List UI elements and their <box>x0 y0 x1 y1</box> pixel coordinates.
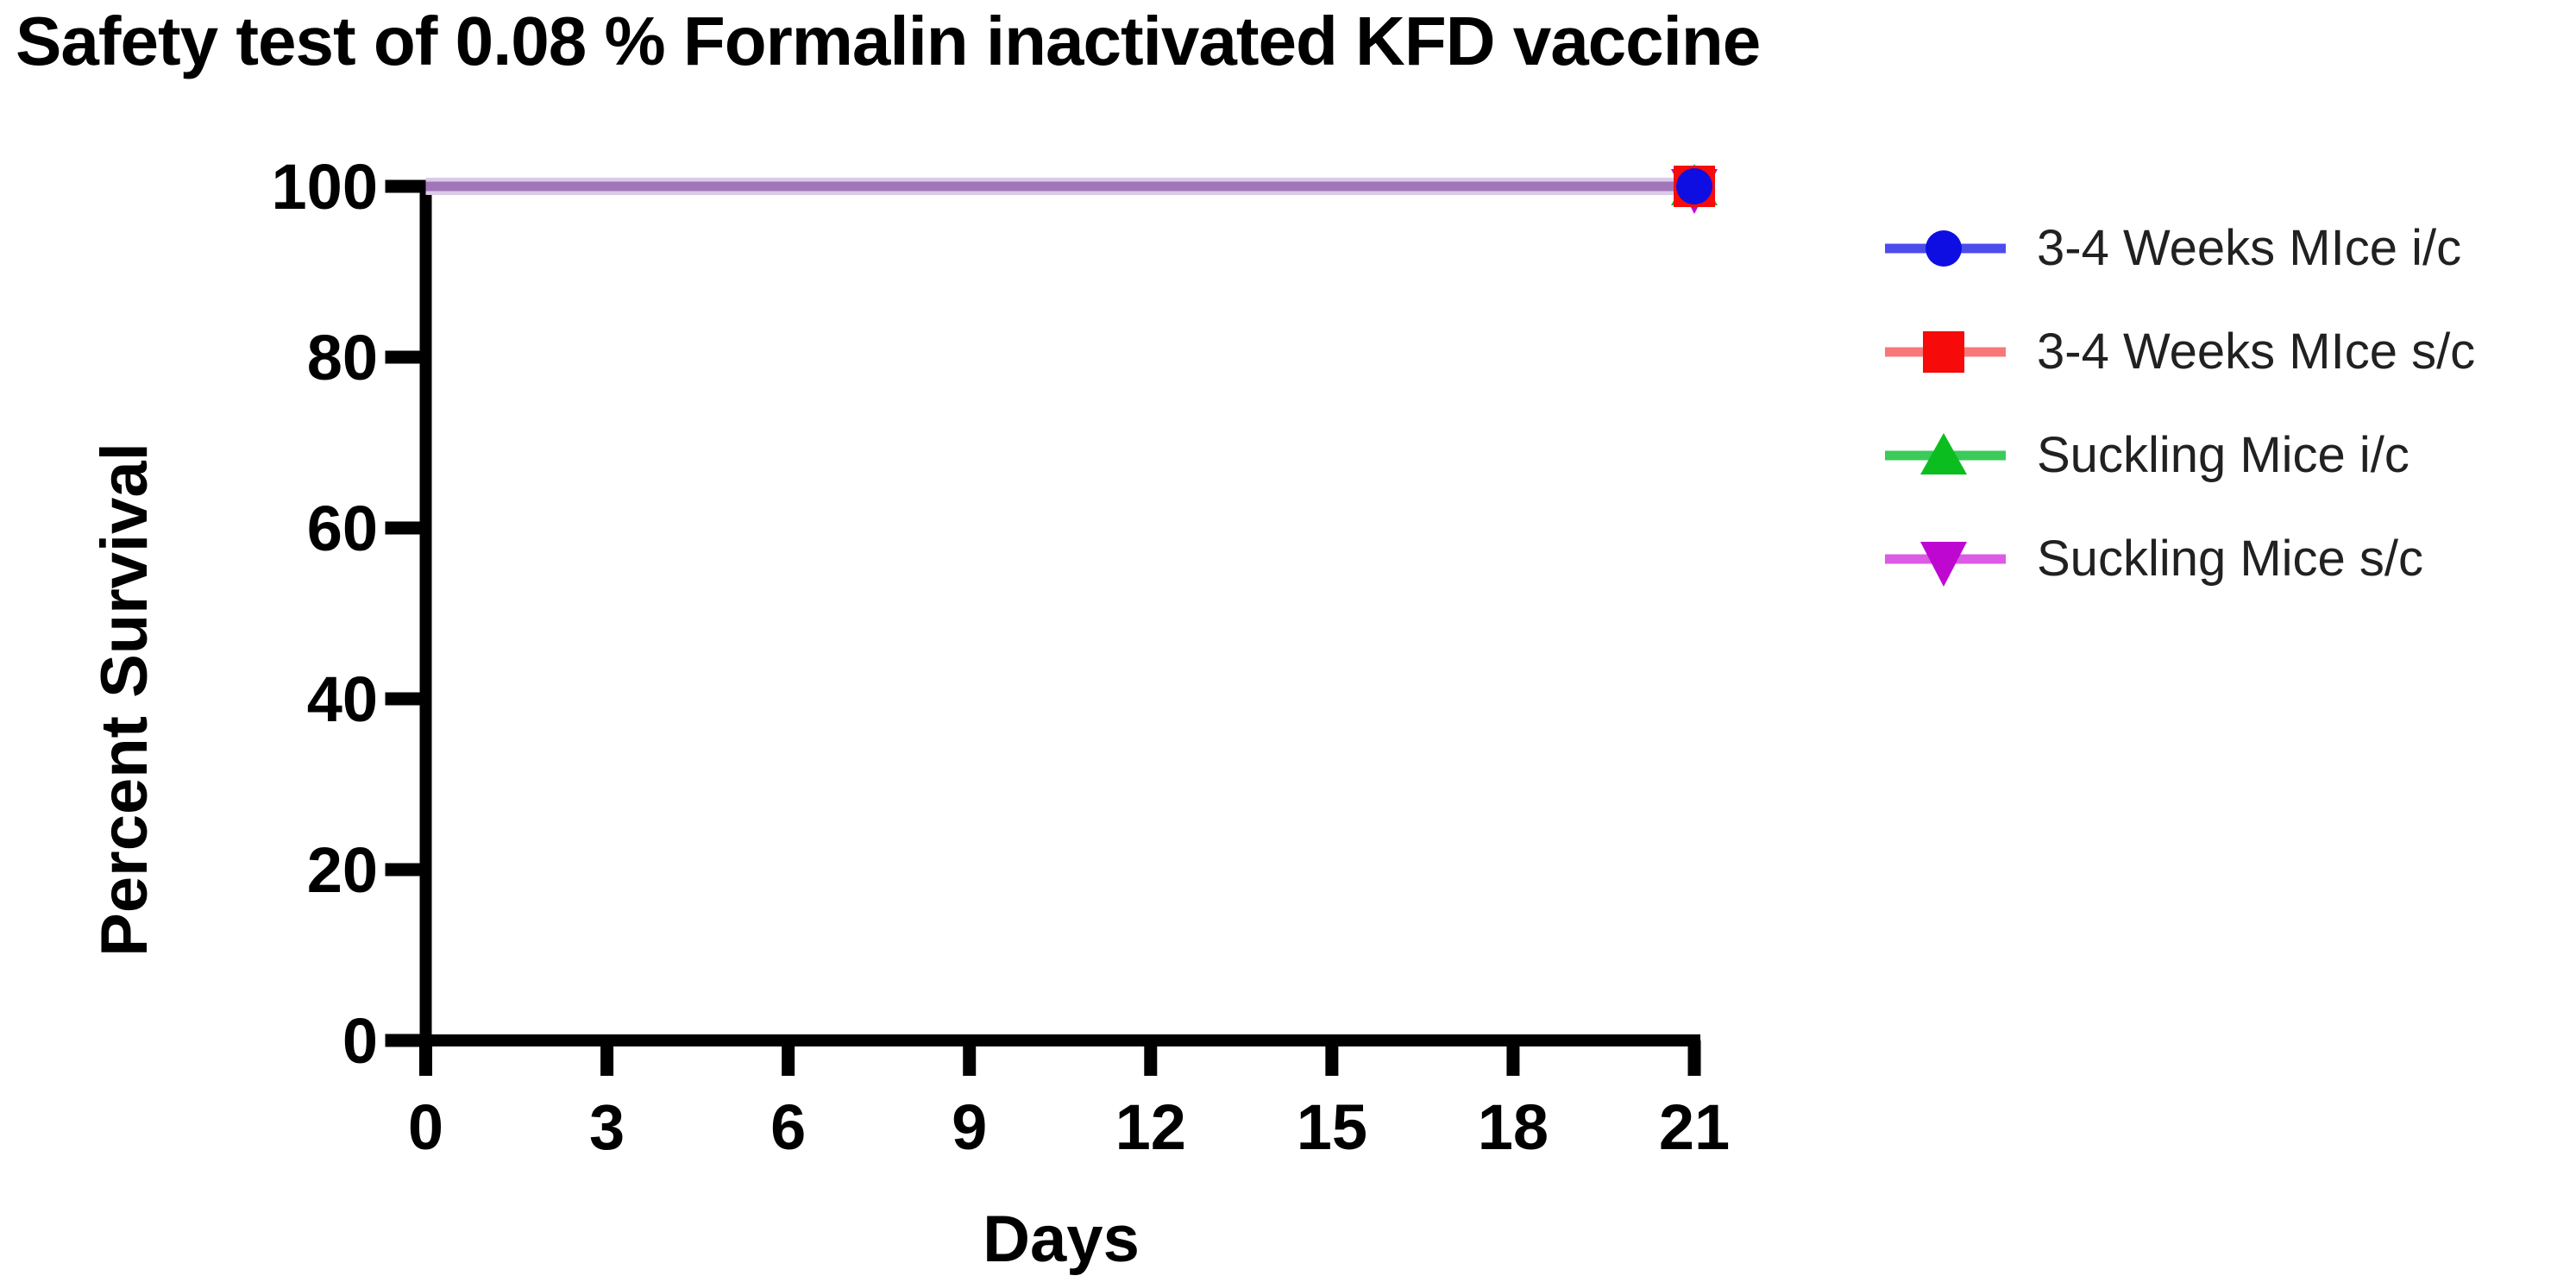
y-tick-label: 100 <box>272 151 378 223</box>
x-axis-title: Days <box>983 1203 1140 1276</box>
endpoint-marker-circle <box>1676 168 1712 204</box>
circle-legend-marker-icon <box>1885 230 2006 267</box>
x-tick-label: 6 <box>770 1091 806 1163</box>
legend-label: Suckling Mice i/c <box>2037 427 2410 483</box>
x-tick-label: 3 <box>589 1091 625 1163</box>
triangle-down-legend-marker-icon <box>1885 542 2006 587</box>
legend-label: 3-4 Weeks MIce i/c <box>2037 220 2462 276</box>
legend-marker <box>1926 230 1962 267</box>
legend-marker <box>1923 331 1964 373</box>
legend-marker <box>1920 542 1967 587</box>
x-tick-label: 21 <box>1659 1091 1730 1163</box>
chart-title: Safety test of 0.08 % Formalin inactivat… <box>16 3 1761 79</box>
legend-marker <box>1920 433 1967 474</box>
y-tick-label: 20 <box>307 834 378 906</box>
triangle-up-legend-marker-icon <box>1885 433 2006 474</box>
x-tick-label: 9 <box>952 1091 987 1163</box>
y-tick-label: 40 <box>307 663 378 735</box>
x-tick-label: 0 <box>408 1091 443 1163</box>
legend-item: Suckling Mice i/c <box>1883 428 2475 483</box>
legend-label: Suckling Mice s/c <box>2037 531 2424 587</box>
x-tick-label: 12 <box>1115 1091 1186 1163</box>
y-tick-label: 0 <box>342 1005 378 1077</box>
y-axis-title: Percent Survival <box>88 443 161 957</box>
legend-item: 3-4 Weeks MIce s/c <box>1883 324 2475 380</box>
y-tick-label: 60 <box>307 493 378 564</box>
square-legend-marker-icon <box>1885 331 2006 373</box>
legend: 3-4 Weeks MIce i/c 3-4 Weeks MIce s/c Suck… <box>1883 221 2475 635</box>
legend-label: 3-4 Weeks MIce s/c <box>2037 324 2476 380</box>
x-tick-label: 18 <box>1478 1091 1549 1163</box>
legend-item: Suckling Mice s/c <box>1883 531 2475 587</box>
x-tick-label: 15 <box>1297 1091 1367 1163</box>
y-tick-label: 80 <box>307 322 378 393</box>
legend-item: 3-4 Weeks MIce i/c <box>1883 221 2475 276</box>
